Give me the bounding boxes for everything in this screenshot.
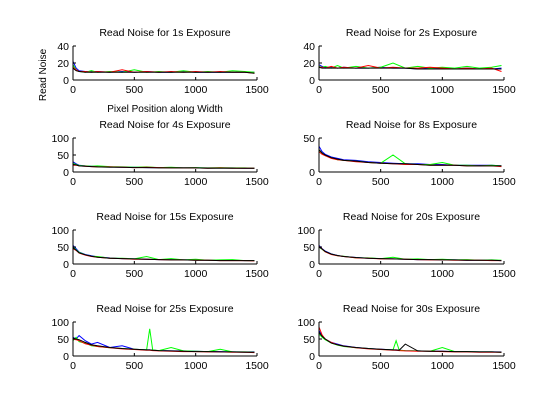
series-line-0 (318, 244, 502, 262)
x-tick-label: 0 (316, 84, 322, 96)
series-line-0 (72, 61, 255, 73)
x-tick-label: 500 (372, 176, 390, 188)
subplot-title: Read Noise for 25s Exposure (96, 303, 233, 315)
x-tick-label: 1500 (245, 268, 269, 280)
series-line-1 (318, 333, 502, 353)
x-tick-label: 500 (126, 360, 144, 372)
x-axis-label: Pixel Position along Width (107, 104, 223, 115)
y-tick-label: 0 (63, 167, 69, 179)
y-tick-label: 50 (57, 150, 69, 162)
subplot-title: Read Noise for 2s Exposure (346, 27, 477, 39)
y-tick-label: 40 (303, 41, 315, 53)
y-tick-label: 20 (303, 58, 315, 70)
x-tick-label: 1500 (492, 360, 516, 372)
x-tick-label: 1000 (184, 360, 208, 372)
y-tick-label: 0 (309, 259, 315, 271)
x-tick-label: 0 (70, 84, 76, 96)
x-tick-label: 1500 (245, 360, 269, 372)
y-tick-label: 100 (51, 133, 69, 145)
series-line-2 (318, 326, 502, 353)
series-line-0 (318, 145, 502, 167)
x-tick-label: 1500 (492, 268, 516, 280)
y-tick-label: 100 (297, 317, 315, 329)
x-tick-label: 1000 (431, 176, 455, 188)
y-tick-label: 0 (309, 75, 315, 87)
series-line-1 (72, 64, 255, 73)
series-line-2 (319, 64, 502, 72)
series-line-3 (318, 331, 502, 353)
x-tick-label: 0 (70, 360, 76, 372)
x-tick-label: 500 (126, 84, 144, 96)
x-tick-label: 0 (70, 268, 76, 280)
series-line-2 (72, 66, 255, 74)
x-tick-label: 1000 (184, 268, 208, 280)
series-line-1 (318, 246, 502, 261)
x-tick-label: 1500 (245, 176, 269, 188)
x-tick-label: 0 (316, 176, 322, 188)
x-tick-label: 500 (126, 268, 144, 280)
subplot-25s: Read Noise for 25s Exposure 0 500 1000 1500 0… (51, 303, 268, 372)
subplot-4s: Read Noise for 4s Exposure 0 500 1000 1500 0 5… (51, 119, 268, 188)
x-tick-label: 1500 (492, 176, 516, 188)
x-tick-label: 0 (70, 176, 76, 188)
subplot-2s: Read Noise for 2s Exposure 0 500 1000 1500 0 2… (303, 27, 516, 96)
y-tick-label: 0 (63, 259, 69, 271)
x-tick-label: 0 (316, 360, 322, 372)
y-tick-label: 0 (309, 167, 315, 179)
subplot-1s: Read Noise for 1s Exposure 0 500 1000 1500 0 2… (38, 27, 269, 115)
series-line-1 (72, 246, 255, 262)
x-tick-label: 1500 (492, 84, 516, 96)
y-tick-label: 50 (303, 334, 315, 346)
y-tick-label: 0 (309, 351, 315, 363)
y-tick-label: 40 (57, 41, 69, 53)
x-tick-label: 500 (372, 84, 390, 96)
subplot-title: Read Noise for 20s Exposure (343, 211, 480, 223)
y-tick-label: 0 (63, 351, 69, 363)
x-tick-label: 500 (372, 360, 390, 372)
subplot-20s: Read Noise for 20s Exposure 0 500 1000 1500 0… (297, 211, 515, 280)
subplot-30s: Read Noise for 30s Exposure 0 500 1000 1500 0… (297, 303, 515, 372)
x-tick-label: 500 (372, 268, 390, 280)
x-tick-label: 1000 (431, 360, 455, 372)
series-line-3 (72, 337, 255, 353)
x-tick-label: 500 (126, 176, 144, 188)
series-line-3 (318, 66, 502, 70)
series-line-0 (318, 330, 502, 353)
series-line-2 (318, 245, 502, 262)
subplot-title: Read Noise for 8s Exposure (346, 119, 477, 131)
y-tick-label: 20 (57, 58, 69, 70)
series-line-1 (72, 328, 255, 353)
subplot-title: Read Noise for 4s Exposure (99, 119, 230, 131)
y-tick-label: 50 (57, 334, 69, 346)
y-tick-label: 50 (57, 242, 69, 254)
y-tick-label: 50 (303, 242, 315, 254)
y-tick-label: 100 (297, 225, 315, 237)
series-line-3 (72, 247, 255, 262)
y-tick-label: 100 (51, 225, 69, 237)
y-tick-label: 100 (51, 317, 69, 329)
x-tick-label: 1000 (184, 84, 208, 96)
y-tick-label: 0 (63, 75, 69, 87)
series-line-3 (318, 246, 502, 262)
series-line-0 (72, 244, 255, 262)
x-tick-label: 1000 (431, 268, 455, 280)
subplot-8s: Read Noise for 8s Exposure 0 500 1000 1500 0 5… (303, 119, 516, 188)
x-tick-label: 0 (316, 268, 322, 280)
x-tick-label: 1000 (431, 84, 455, 96)
x-tick-label: 1500 (245, 84, 269, 96)
x-tick-label: 1000 (184, 176, 208, 188)
subplot-title: Read Noise for 15s Exposure (96, 211, 233, 223)
subplot-title: Read Noise for 30s Exposure (343, 303, 480, 315)
subplot-15s: Read Noise for 15s Exposure 0 500 1000 1500 0… (51, 211, 268, 280)
y-tick-label: 50 (303, 133, 315, 145)
series-line-3 (318, 149, 502, 167)
subplot-title: Read Noise for 1s Exposure (99, 27, 230, 39)
y-axis-label: Read Noise (38, 48, 49, 101)
series-line-3 (72, 164, 255, 169)
series-line-3 (72, 67, 255, 74)
